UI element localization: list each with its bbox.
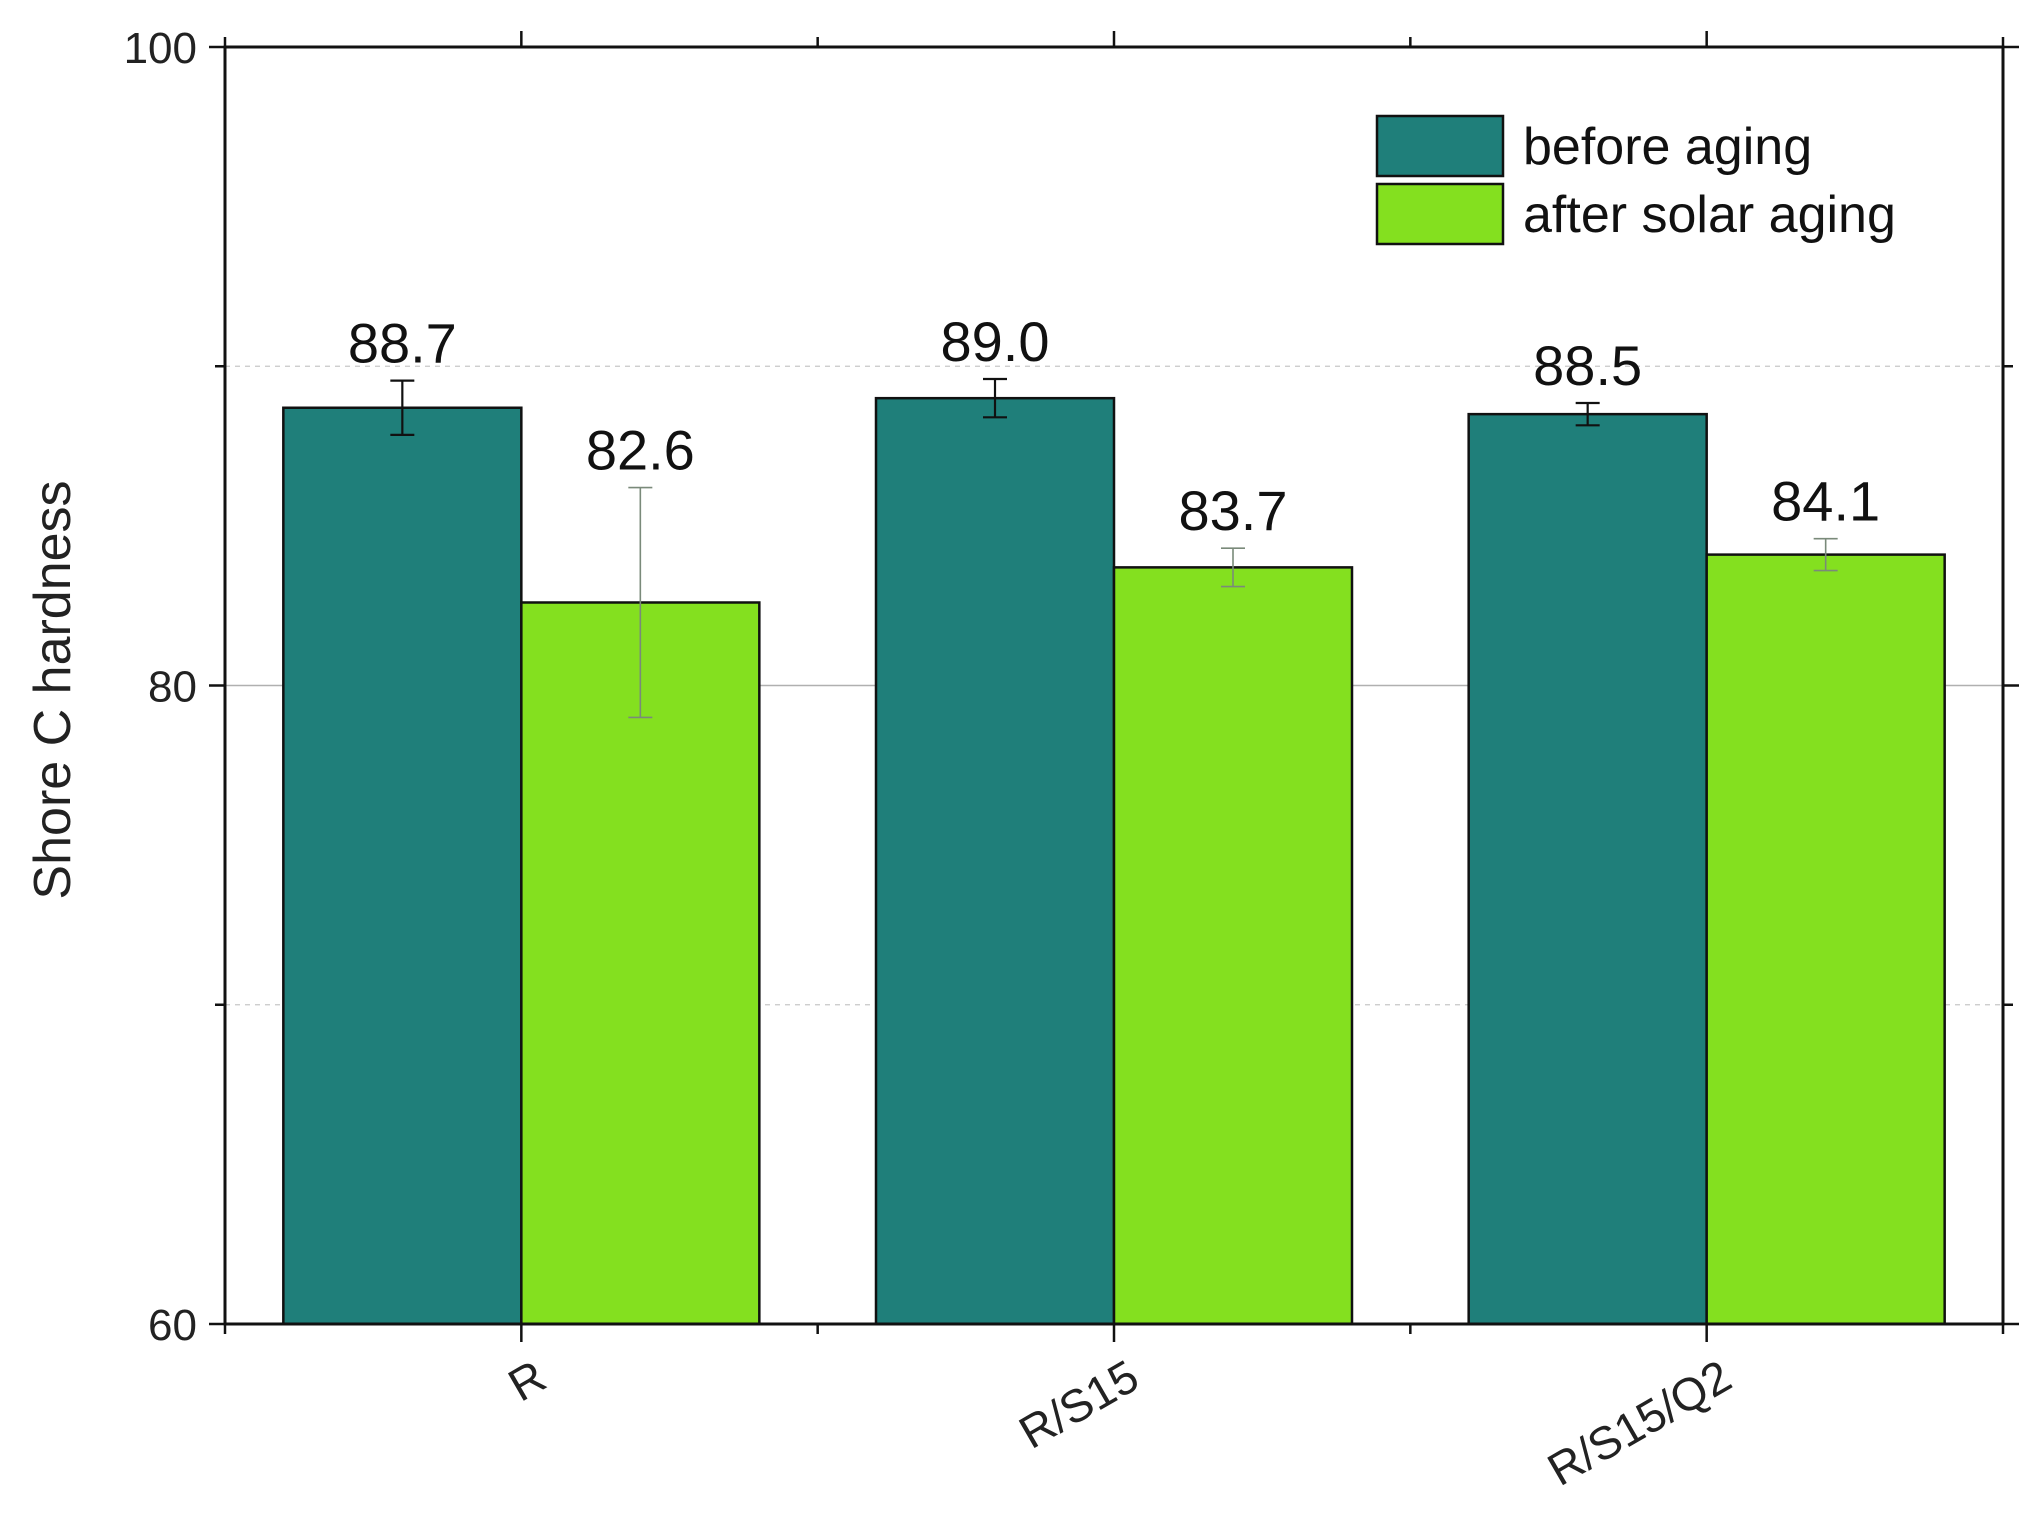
x-tick-label-R/S15: R/S15 bbox=[1010, 1350, 1147, 1459]
y-axis-label: Shore C hardness bbox=[24, 480, 82, 899]
legend-swatch-before-aging bbox=[1375, 114, 1505, 178]
y-tick-label-100: 100 bbox=[124, 24, 197, 73]
data-label-before-aging-R/S15/Q2: 88.5 bbox=[1533, 334, 1642, 397]
bar-before-aging-R/S15 bbox=[874, 396, 1116, 1326]
data-label-before-aging-R/S15: 89.0 bbox=[941, 310, 1050, 373]
legend-label-after-solar-aging: after solar aging bbox=[1523, 186, 1896, 244]
bar-after-solar-aging-R/S15 bbox=[1112, 566, 1354, 1326]
legend: before aging after solar aging bbox=[1375, 114, 1896, 246]
y-tick-label-60: 60 bbox=[148, 1301, 197, 1350]
data-label-after-solar-aging-R/S15/Q2: 84.1 bbox=[1771, 470, 1880, 533]
error-bars-layer bbox=[390, 377, 1838, 719]
bars-layer bbox=[282, 396, 1946, 1326]
bar-after-solar-aging-R bbox=[520, 601, 761, 1326]
y-tick-label-80: 80 bbox=[148, 663, 197, 712]
legend-swatch-after-solar-aging bbox=[1375, 182, 1505, 246]
bar-before-aging-R bbox=[282, 406, 523, 1326]
x-tick-label-R/S15/Q2: R/S15/Q2 bbox=[1539, 1350, 1740, 1496]
axes-layer bbox=[209, 31, 2019, 1342]
data-label-before-aging-R: 88.7 bbox=[348, 312, 457, 375]
bar-before-aging-R/S15/Q2 bbox=[1467, 412, 1708, 1326]
bar-after-solar-aging-R/S15/Q2 bbox=[1705, 553, 1946, 1326]
data-labels-layer: 88.7 82.6 89.0 83.7 88.5 84.1 bbox=[348, 310, 1880, 542]
legend-label-before-aging: before aging bbox=[1523, 118, 1812, 176]
x-tick-label-R: R bbox=[500, 1350, 555, 1412]
data-label-after-solar-aging-R/S15: 83.7 bbox=[1179, 479, 1288, 542]
data-label-after-solar-aging-R: 82.6 bbox=[586, 419, 695, 482]
